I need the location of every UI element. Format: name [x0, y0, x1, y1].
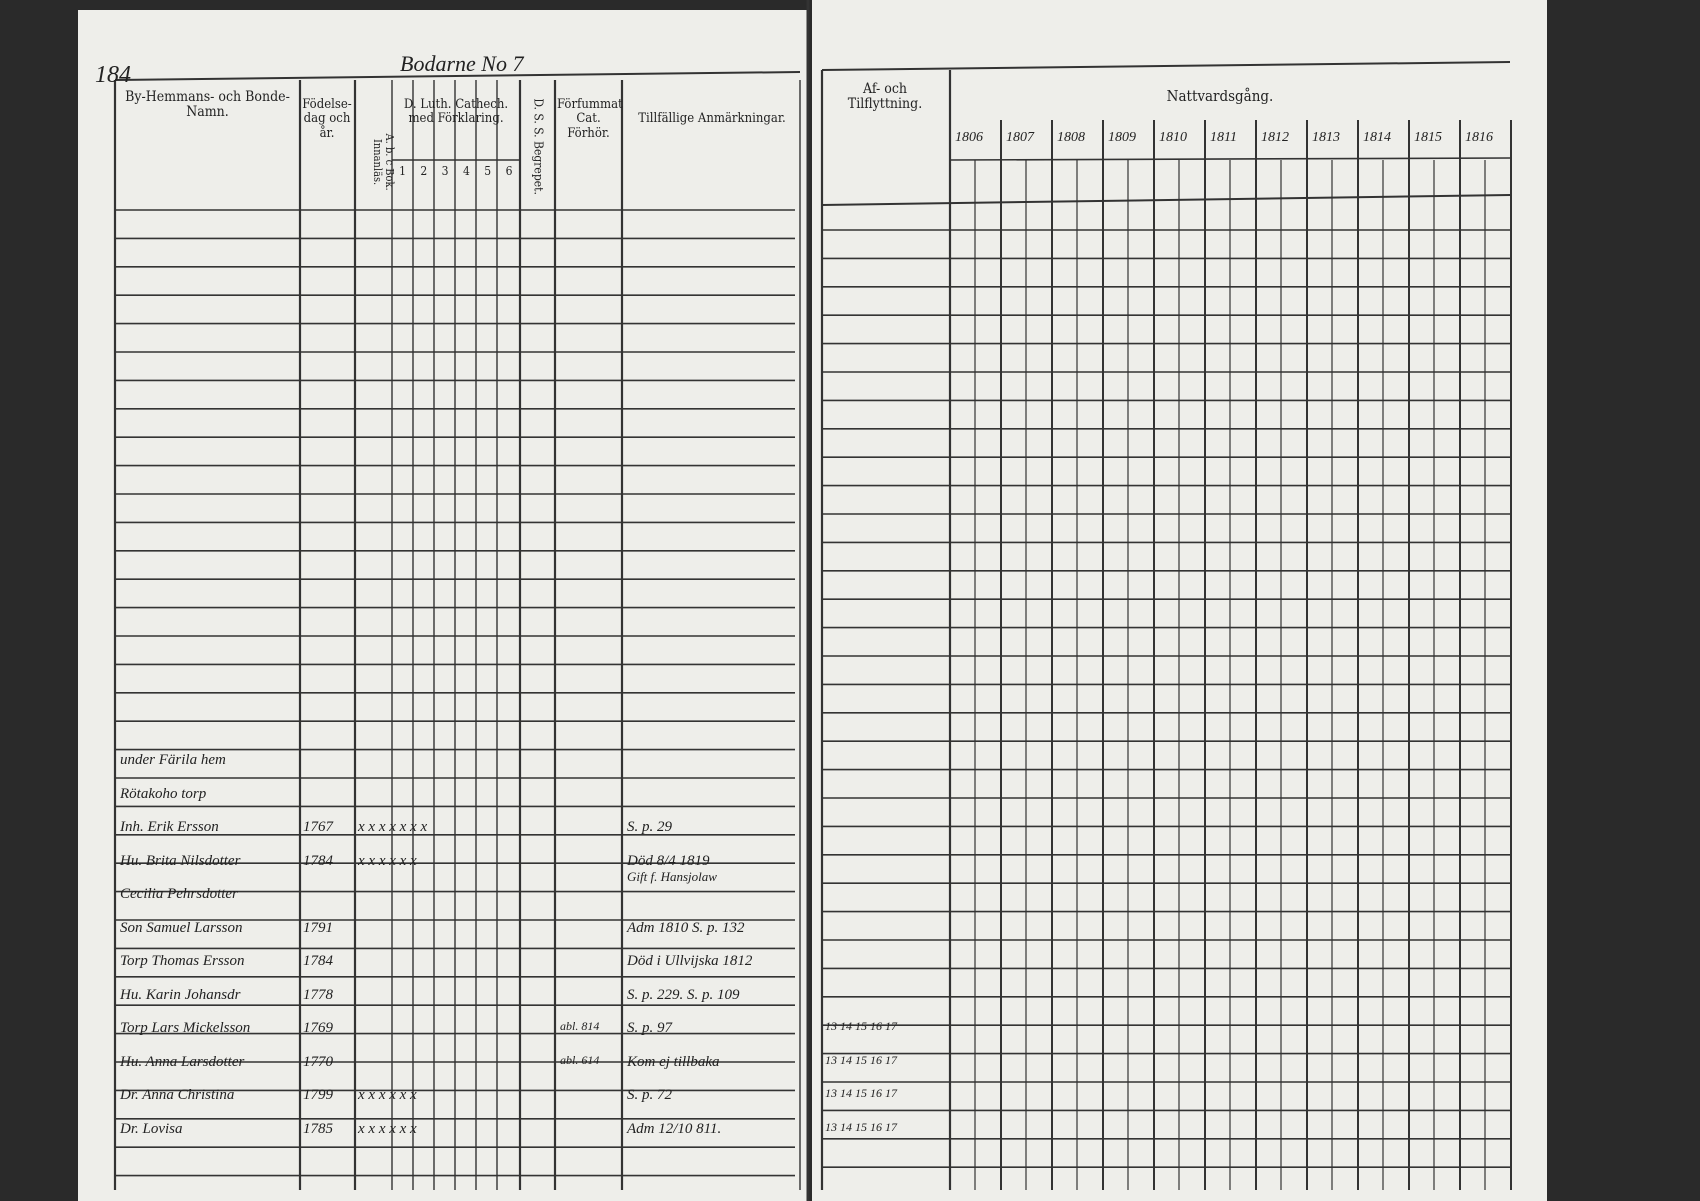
catechism-part: 6 [505, 164, 513, 178]
entry-moves: 13 14 15 16 17 [825, 1086, 897, 1100]
rule [949, 157, 1511, 161]
entry-birth: 1778 [303, 986, 333, 1003]
entry-name: Cecilia Pehrsdotter [120, 886, 238, 902]
entry-note: S. p. 72 [627, 1087, 672, 1103]
header-communion: Nattvardsgång. [1166, 87, 1274, 105]
entry-name: Torp Lars Mickelsson [120, 1020, 251, 1036]
entry-note: Adm 1810 S. p. 132 [627, 919, 745, 936]
entry-missed: abl. 814 [560, 1019, 600, 1033]
catechism-part: 5 [484, 164, 492, 178]
entry-birth: 1791 [303, 919, 333, 936]
rule [114, 71, 801, 81]
year: 1807 [1006, 130, 1034, 145]
header-name: By-Hemmans- och Bonde-Namn. [125, 89, 290, 121]
year: 1812 [1261, 130, 1289, 145]
entry-knowledge: x x x x x x [358, 1120, 417, 1137]
year: 1815 [1414, 130, 1442, 145]
entry-note: Gift f. Hansjolaw [627, 868, 717, 884]
header-abc: A. b. c Bok. Innanläs. [371, 133, 397, 191]
rule [821, 194, 1511, 206]
entry-name: Dr. Lovisa [120, 1120, 183, 1137]
year: 1813 [1312, 130, 1340, 145]
rule [821, 61, 1511, 71]
entry-note: S. p. 229. S. p. 109 [627, 986, 740, 1003]
entry-name: Hu. Brita Nilsdotter [120, 852, 241, 869]
year: 1806 [955, 130, 983, 145]
year: 1814 [1363, 130, 1391, 145]
entry-name: Hu. Anna Larsdotter [120, 1053, 245, 1070]
entry-moves: 13 14 15 16 17 [825, 1052, 897, 1067]
entry-name: Son Samuel Larsson [120, 919, 243, 936]
entry-birth: 1769 [303, 1020, 333, 1036]
header-birth: Födelse-dag och år. [302, 97, 352, 141]
catechism-part: 1 [399, 164, 406, 178]
year: 1810 [1159, 130, 1187, 145]
farm-name: Bodarne No 7 [400, 51, 524, 76]
entry-note: S. p. 29 [627, 819, 672, 835]
catechism-part: 4 [462, 164, 470, 178]
entry-note: S. p. 97 [627, 1020, 672, 1036]
header-dss: D. S. S. Begrepet. [531, 98, 546, 195]
catechism-part: 3 [441, 164, 449, 178]
entry-name: Hu. Karin Johansdr [120, 986, 241, 1003]
entry-birth: 1784 [303, 953, 333, 969]
catechism-part: 2 [420, 164, 428, 178]
header-notes: Tillfällige Anmärkningar. [638, 111, 786, 126]
entry-moves: 13 14 15 16 17 [825, 1119, 897, 1134]
year: 1809 [1108, 130, 1136, 145]
year: 1811 [1210, 130, 1237, 145]
entry-name: Rötakoho torp [120, 785, 207, 802]
year: 1808 [1057, 130, 1085, 145]
entry-birth: 1784 [303, 852, 333, 869]
entry-knowledge: x x x x x x [358, 1087, 417, 1103]
entry-moves: 13 14 15 16 17 [825, 1019, 897, 1033]
entry-knowledge: x x x x x x x [358, 819, 428, 835]
entry-name: under Färila hem [120, 752, 226, 768]
entry-name: Inh. Erik Ersson [120, 819, 219, 835]
entry-knowledge: x x x x x x [358, 852, 417, 869]
entry-note: Död i Ullvijska 1812 [627, 953, 753, 969]
entry-birth: 1767 [303, 819, 333, 835]
entry-name: Torp Thomas Ersson [120, 953, 245, 969]
entry-missed: abl. 614 [560, 1052, 600, 1067]
entry-birth: 1785 [303, 1120, 333, 1137]
entry-birth: 1770 [303, 1053, 333, 1070]
entry-note: Adm 12/10 811. [627, 1120, 722, 1137]
entry-note: Kom ej tillbaka [627, 1053, 720, 1070]
entry-birth: 1799 [303, 1087, 333, 1103]
left-page [78, 10, 808, 1201]
year: 1816 [1465, 130, 1493, 145]
entry-note: Död 8/4 1819 [627, 852, 710, 869]
entry-name: Dr. Anna Christina [120, 1087, 235, 1103]
header-catechism: D. Luth. Cathech. med Förklaring. [403, 97, 509, 127]
header-missed: Förfummat Cat. Förhör. [557, 97, 623, 141]
header-moves: Af- och Tilflyttning. [847, 81, 923, 113]
page-number: 184 [95, 62, 131, 88]
